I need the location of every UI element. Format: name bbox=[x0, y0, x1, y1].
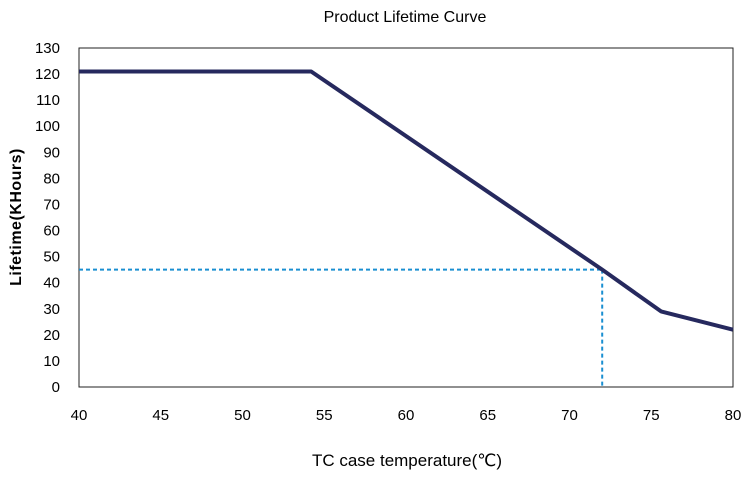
y-tick-label: 10 bbox=[43, 353, 60, 370]
lifetime-series-line bbox=[79, 69, 734, 332]
y-tick-label: 0 bbox=[52, 379, 60, 396]
x-axis: 40 45 50 55 60 65 70 75 80 bbox=[71, 407, 742, 424]
y-tick-label: 80 bbox=[43, 170, 60, 187]
x-tick-label: 45 bbox=[152, 407, 169, 424]
x-tick-label: 40 bbox=[71, 407, 88, 424]
y-tick-label: 30 bbox=[43, 301, 60, 318]
x-axis-label: TC case temperature(℃) bbox=[312, 451, 502, 470]
y-tick-label: 20 bbox=[43, 327, 60, 344]
x-tick-label: 75 bbox=[643, 407, 660, 424]
y-tick-label: 90 bbox=[43, 144, 60, 161]
y-tick-label: 110 bbox=[36, 92, 60, 109]
x-tick-label: 65 bbox=[479, 407, 496, 424]
y-tick-label: 70 bbox=[43, 196, 60, 213]
chart-title: Product Lifetime Curve bbox=[324, 9, 487, 26]
x-tick-label: 50 bbox=[234, 407, 251, 424]
y-tick-label: 120 bbox=[35, 66, 60, 83]
x-tick-label: 60 bbox=[398, 407, 415, 424]
y-tick-label: 100 bbox=[35, 118, 60, 135]
y-tick-label: 60 bbox=[43, 223, 60, 240]
y-tick-label: 40 bbox=[43, 275, 60, 292]
series-layer bbox=[79, 69, 734, 332]
y-tick-label: 130 bbox=[35, 40, 60, 57]
x-tick-label: 70 bbox=[561, 407, 578, 424]
plot-frame bbox=[78, 47, 734, 388]
reference-lines bbox=[79, 268, 604, 387]
y-axis: 0 10 20 30 40 50 60 70 80 90 100 110 120 130 bbox=[35, 40, 60, 396]
x-tick-label: 80 bbox=[725, 407, 742, 424]
y-axis-label: Lifetime(KHours) bbox=[8, 148, 25, 286]
x-tick-label: 55 bbox=[316, 407, 333, 424]
y-tick-label: 50 bbox=[43, 249, 60, 266]
